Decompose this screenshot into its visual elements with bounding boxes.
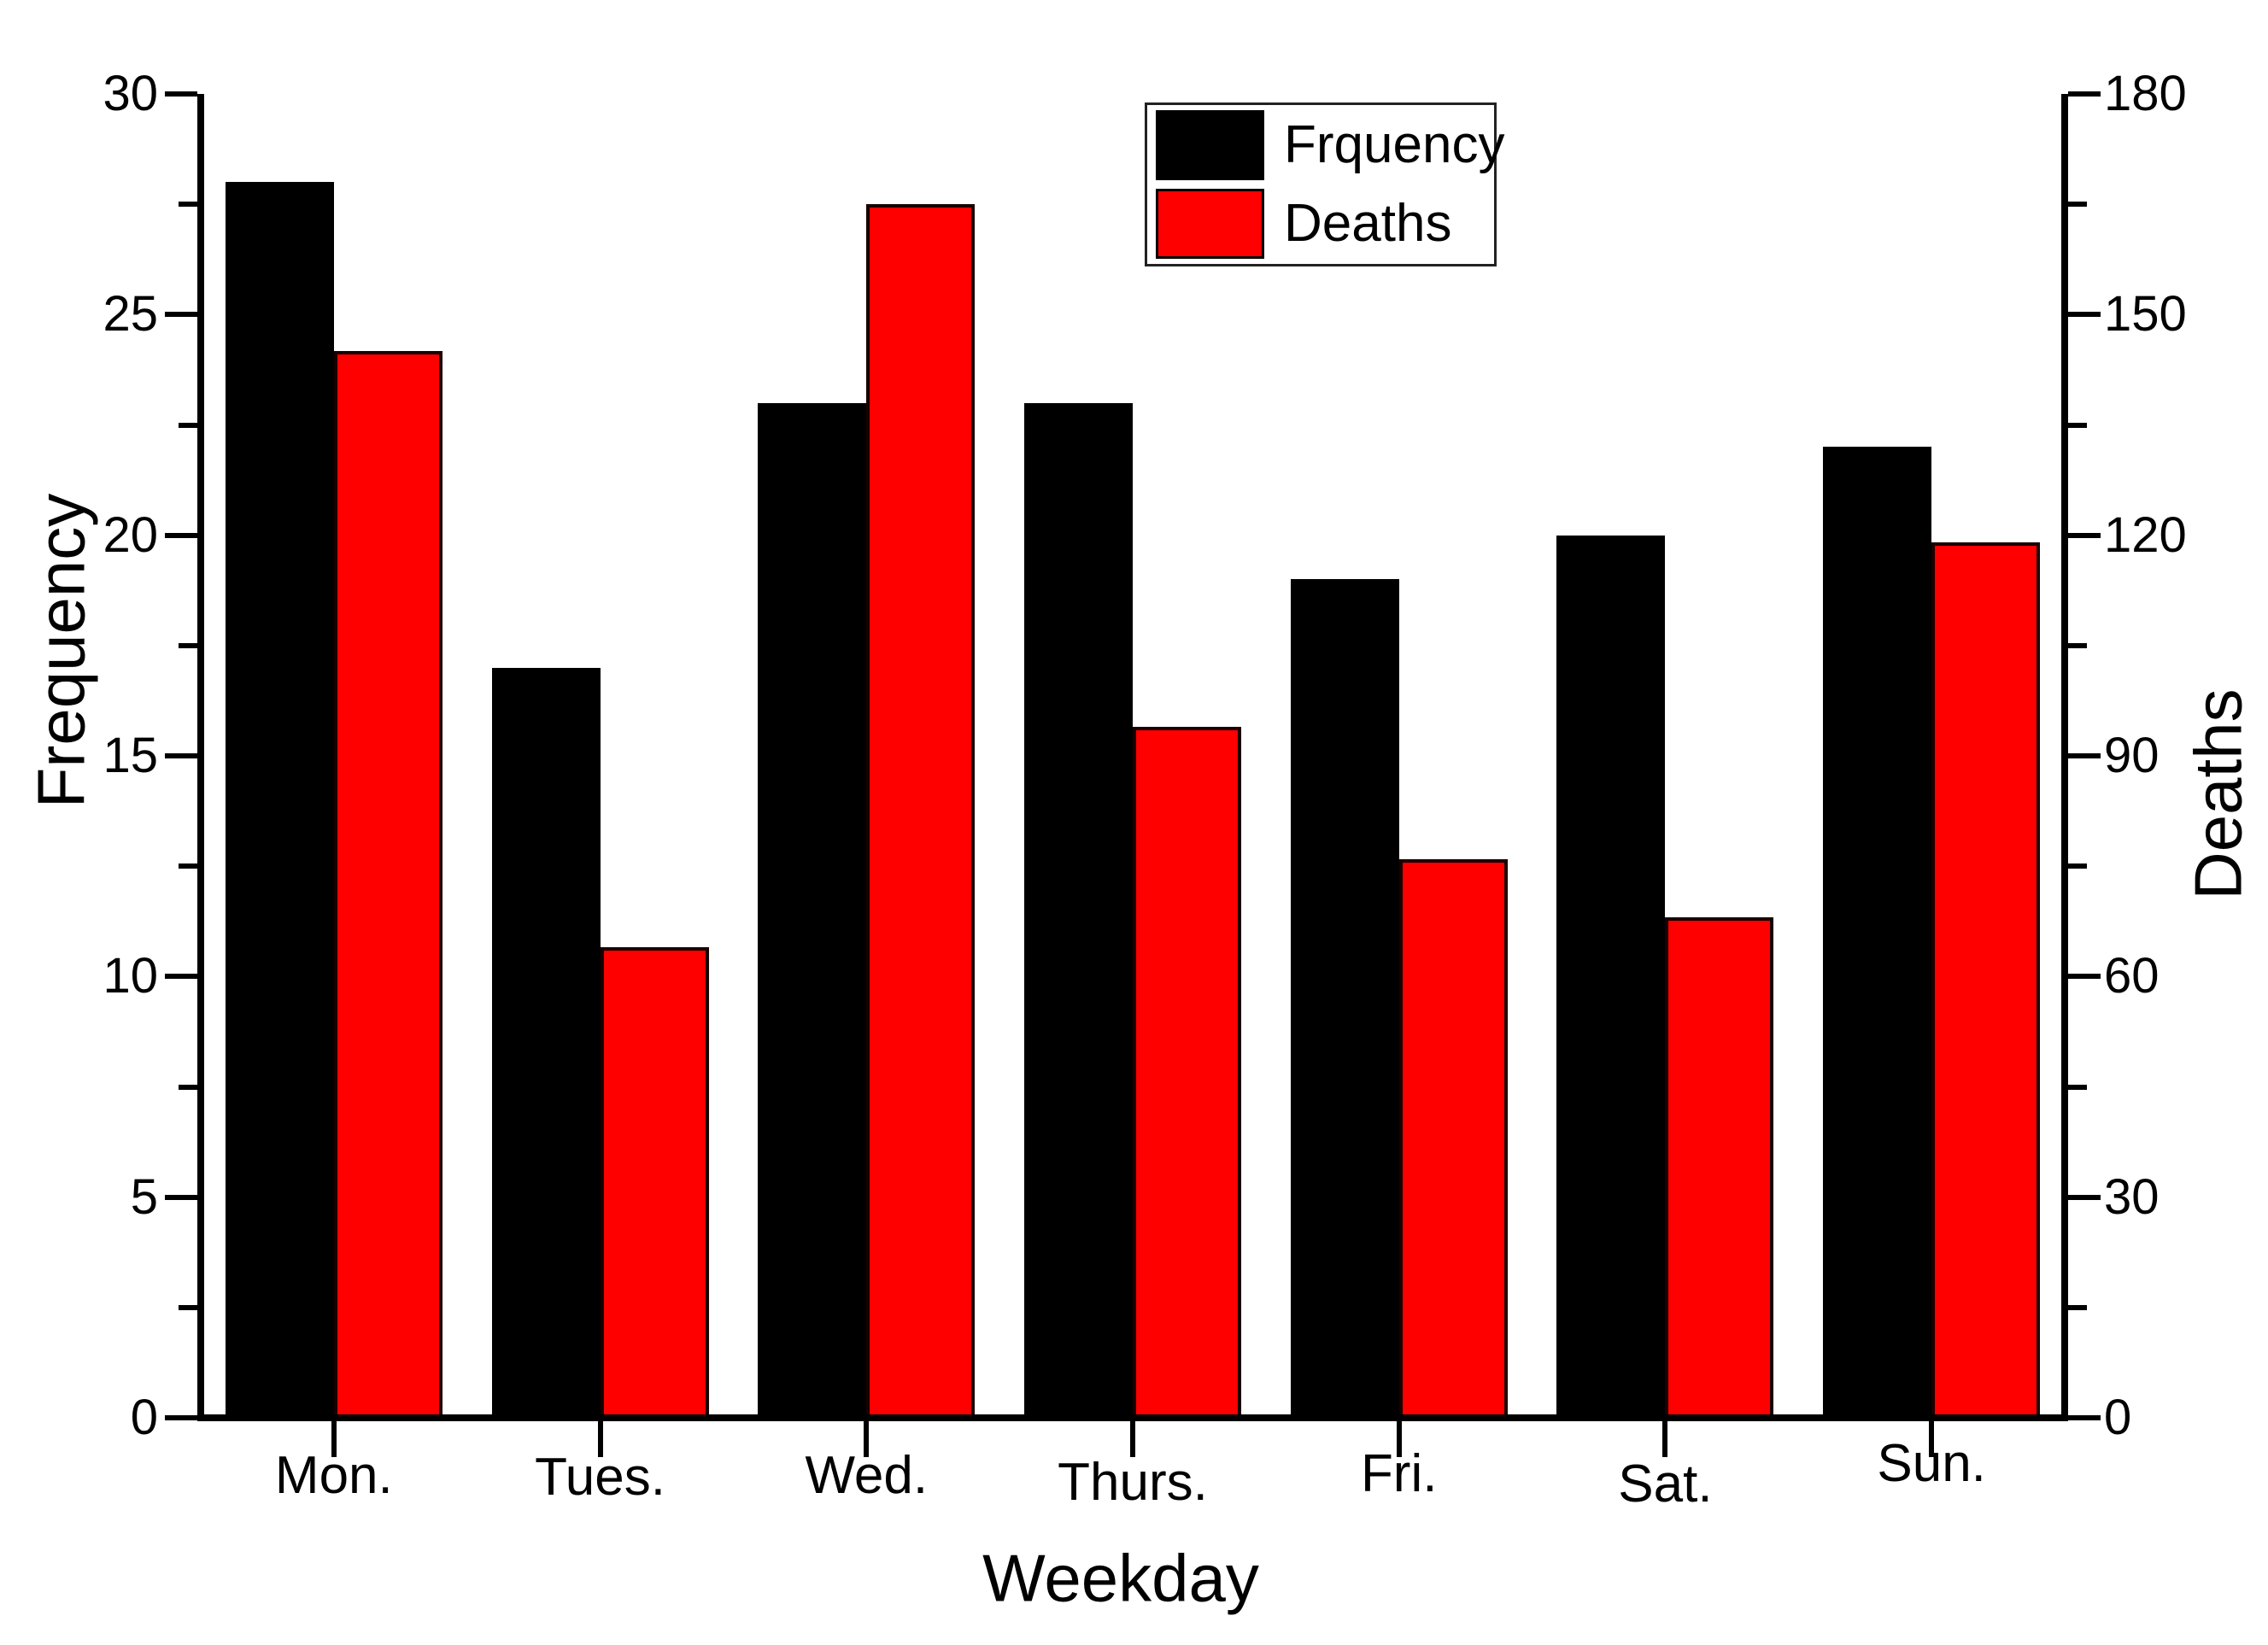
left-tick-label-15: 15 [103, 728, 158, 783]
left-tick-label-0: 0 [130, 1390, 158, 1445]
bar-frequency-mon [225, 182, 334, 1418]
right-minor-tick-105 [2068, 642, 2087, 648]
x-tick-fri [1396, 1421, 1402, 1457]
legend-label-frequency: Frquency [1284, 115, 1505, 174]
right-minor-tick-15 [2068, 1304, 2087, 1310]
x-tick-label-tues: Tues. [535, 1448, 665, 1507]
right-minor-tick-135 [2068, 422, 2087, 428]
right-tick-label-120: 120 [2104, 506, 2187, 563]
bar-frequency-sun [1823, 447, 1932, 1418]
left-minor-tick-27.5 [179, 202, 197, 208]
right-tick-label-90: 90 [2104, 728, 2160, 783]
left-minor-tick-2.5 [179, 1304, 197, 1310]
right-tick-label-60: 60 [2104, 948, 2160, 1004]
right-major-tick-30 [2068, 1194, 2101, 1200]
right-minor-tick-45 [2068, 1084, 2087, 1090]
x-tick-label-sat: Sat. [1618, 1455, 1713, 1513]
legend: Frquency Deaths [1145, 102, 1504, 266]
right-major-tick-60 [2068, 974, 2101, 980]
left-major-tick-10 [165, 974, 197, 980]
x-tick-label-wed: Wed. [805, 1446, 929, 1505]
right-tick-label-180: 180 [2104, 66, 2187, 121]
bar-deaths-thurs [1133, 726, 1241, 1418]
left-major-tick-5 [165, 1194, 197, 1200]
right-major-tick-0 [2068, 1415, 2101, 1420]
left-tick-label-5: 5 [130, 1168, 158, 1225]
left-major-tick-20 [165, 532, 197, 538]
bottom-axis-line [197, 1414, 2068, 1421]
legend-swatch-deaths [1156, 189, 1264, 259]
left-minor-tick-22.5 [179, 422, 197, 428]
bar-frequency-thurs [1024, 402, 1133, 1418]
legend-swatch-frequency [1156, 110, 1264, 180]
x-tick-sat [1662, 1421, 1668, 1457]
x-axis-title: Weekday [982, 1540, 1259, 1616]
left-minor-tick-7.5 [179, 1084, 197, 1090]
right-minor-tick-165 [2068, 202, 2087, 208]
legend-label-deaths: Deaths [1284, 194, 1452, 253]
x-tick-mon [331, 1421, 337, 1457]
bar-frequency-fri [1290, 579, 1399, 1418]
left-major-tick-25 [165, 312, 197, 318]
left-major-tick-0 [165, 1415, 197, 1420]
bar-deaths-tues [600, 946, 709, 1418]
right-tick-label-150: 150 [2104, 286, 2187, 342]
right-major-tick-150 [2068, 312, 2101, 318]
bar-frequency-wed [758, 402, 867, 1418]
x-tick-label-fri: Fri. [1360, 1444, 1438, 1503]
right-tick-label-30: 30 [2104, 1168, 2160, 1225]
bar-deaths-wed [866, 204, 976, 1418]
left-axis-line [197, 94, 204, 1421]
bar-deaths-fri [1398, 858, 1508, 1418]
x-tick-thurs [1130, 1421, 1135, 1457]
right-tick-label-0: 0 [2104, 1390, 2132, 1445]
bar-deaths-sun [1931, 542, 2041, 1418]
bar-deaths-mon [333, 351, 442, 1418]
left-minor-tick-17.5 [179, 642, 197, 648]
bar-frequency-sat [1556, 535, 1666, 1418]
right-axis-line [2061, 94, 2068, 1421]
x-tick-wed [864, 1421, 870, 1457]
right-major-tick-180 [2068, 91, 2101, 97]
bar-deaths-sat [1665, 917, 1774, 1418]
left-tick-label-10: 10 [103, 948, 158, 1004]
bar-frequency-tues [491, 667, 601, 1418]
left-tick-label-20: 20 [103, 506, 158, 563]
right-minor-tick-75 [2068, 863, 2087, 869]
right-major-tick-90 [2068, 753, 2101, 758]
x-tick-tues [597, 1421, 603, 1457]
left-major-tick-30 [165, 91, 197, 97]
left-tick-label-30: 30 [103, 66, 158, 121]
right-axis-title: Deaths [2180, 688, 2256, 900]
left-minor-tick-12.5 [179, 863, 197, 869]
x-tick-label-thurs: Thurs. [1058, 1453, 1208, 1512]
right-major-tick-120 [2068, 532, 2101, 538]
x-tick-sun [1929, 1421, 1935, 1457]
x-tick-label-mon: Mon. [274, 1446, 393, 1505]
left-axis-title: Frequency [23, 493, 99, 809]
left-major-tick-15 [165, 753, 197, 758]
left-tick-label-25: 25 [103, 286, 158, 342]
x-tick-label-sun: Sun. [1877, 1434, 1986, 1493]
